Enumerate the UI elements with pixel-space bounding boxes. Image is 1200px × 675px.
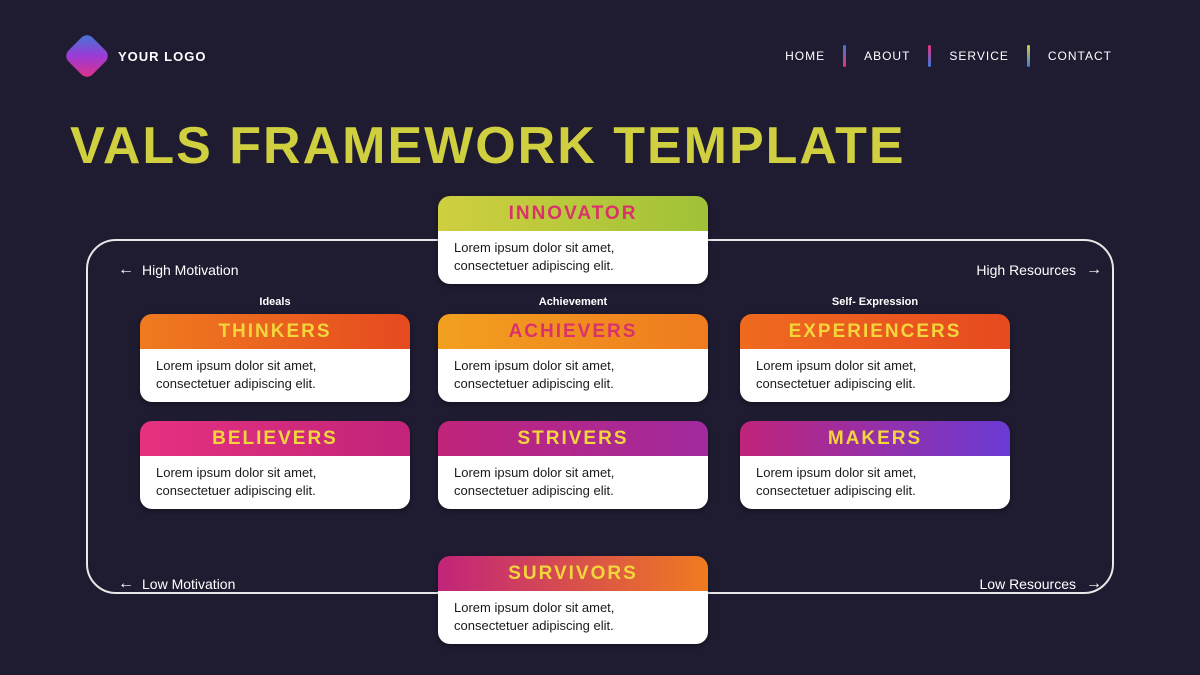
axis-label-text: High Resources — [976, 262, 1076, 278]
nav-contact[interactable]: CONTACT — [1030, 49, 1130, 63]
axis-high-motivation: ← High Motivation — [118, 261, 239, 279]
nav-about[interactable]: ABOUT — [846, 49, 928, 63]
card-title: EXPERIENCERS — [740, 314, 1010, 349]
card-body: Lorem ipsum dolor sit amet, consectetuer… — [438, 349, 708, 402]
arrow-left-icon: ← — [118, 575, 132, 593]
card-believers: BELIEVERSLorem ipsum dolor sit amet, con… — [140, 421, 410, 509]
column-label-achievement: Achievement — [438, 296, 708, 308]
card-body: Lorem ipsum dolor sit amet, consectetuer… — [140, 456, 410, 509]
card-title: MAKERS — [740, 421, 1010, 456]
card-title: BELIEVERS — [140, 421, 410, 456]
column-label-self-expression: Self- Expression — [740, 296, 1010, 308]
card-title: ACHIEVERS — [438, 314, 708, 349]
card-title: INNOVATOR — [438, 196, 708, 231]
axis-low-motivation: ← Low Motivation — [118, 575, 235, 593]
logo-icon — [63, 32, 111, 80]
card-body: Lorem ipsum dolor sit amet, consectetuer… — [438, 456, 708, 509]
logo-text: YOUR LOGO — [118, 49, 206, 64]
card-survivors: SURVIVORSLorem ipsum dolor sit amet, con… — [438, 556, 708, 644]
card-experiencers: EXPERIENCERSLorem ipsum dolor sit amet, … — [740, 314, 1010, 402]
card-title: SURVIVORS — [438, 556, 708, 591]
card-strivers: STRIVERSLorem ipsum dolor sit amet, cons… — [438, 421, 708, 509]
card-body: Lorem ipsum dolor sit amet, consectetuer… — [438, 591, 708, 644]
card-innovator: INNOVATORLorem ipsum dolor sit amet, con… — [438, 196, 708, 284]
top-nav: HOME ABOUT SERVICE CONTACT — [767, 45, 1130, 67]
logo: YOUR LOGO — [70, 39, 206, 73]
page-title: VALS FRAMEWORK TEMPLATE — [0, 80, 1200, 176]
header: YOUR LOGO HOME ABOUT SERVICE CONTACT — [0, 0, 1200, 80]
axis-high-resources: High Resources → — [976, 261, 1100, 279]
card-body: Lorem ipsum dolor sit amet, consectetuer… — [740, 349, 1010, 402]
card-body: Lorem ipsum dolor sit amet, consectetuer… — [438, 231, 708, 284]
nav-home[interactable]: HOME — [767, 49, 843, 63]
card-title: STRIVERS — [438, 421, 708, 456]
arrow-left-icon: ← — [118, 261, 132, 279]
card-thinkers: THINKERSLorem ipsum dolor sit amet, cons… — [140, 314, 410, 402]
axis-label-text: High Motivation — [142, 262, 239, 278]
column-label-ideals: Ideals — [140, 296, 410, 308]
card-title: THINKERS — [140, 314, 410, 349]
axis-low-resources: Low Resources → — [980, 575, 1101, 593]
framework-frame — [86, 239, 1114, 594]
nav-service[interactable]: SERVICE — [931, 49, 1026, 63]
axis-label-text: Low Resources — [980, 576, 1077, 592]
card-body: Lorem ipsum dolor sit amet, consectetuer… — [140, 349, 410, 402]
card-achievers: ACHIEVERSLorem ipsum dolor sit amet, con… — [438, 314, 708, 402]
card-body: Lorem ipsum dolor sit amet, consectetuer… — [740, 456, 1010, 509]
arrow-right-icon: → — [1086, 575, 1100, 593]
arrow-right-icon: → — [1086, 261, 1100, 279]
card-makers: MAKERSLorem ipsum dolor sit amet, consec… — [740, 421, 1010, 509]
axis-label-text: Low Motivation — [142, 576, 235, 592]
